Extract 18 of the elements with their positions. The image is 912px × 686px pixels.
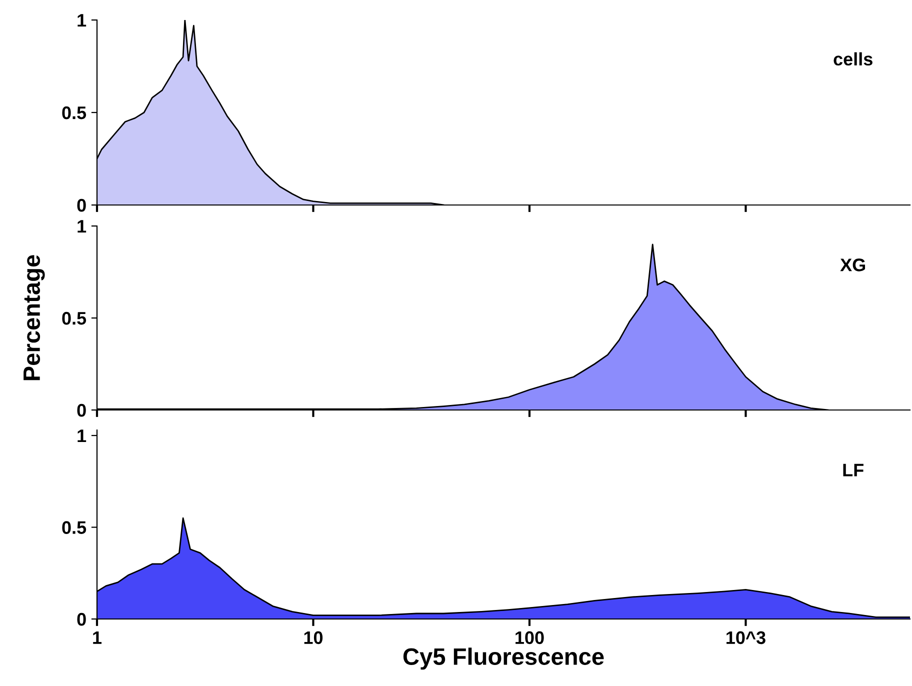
y-tick-label: 0 bbox=[77, 612, 86, 626]
y-tick-label: 1 bbox=[78, 430, 86, 442]
x-tick-label: 100 bbox=[516, 631, 544, 644]
y-tick-label: 0 bbox=[77, 404, 86, 417]
x-axis-title: Cy5 Fluorescence bbox=[403, 648, 604, 670]
text: XG bbox=[840, 258, 866, 272]
text: cells bbox=[834, 52, 872, 66]
y-tick-label: 1 bbox=[78, 220, 86, 233]
y-tick-label: 0 bbox=[77, 198, 86, 212]
y-tick-label: 1 bbox=[78, 14, 86, 27]
x-tick-label: 10 bbox=[304, 631, 323, 644]
x-tick-label: 1 bbox=[93, 631, 102, 644]
y-tick-label: 0.5 bbox=[62, 312, 86, 325]
text: LF bbox=[843, 464, 864, 476]
x-tick-label: 10^3 bbox=[726, 631, 766, 644]
y-tick-label: 0.5 bbox=[62, 106, 86, 120]
y-axis-title: Percentage bbox=[24, 255, 45, 380]
y-tick-label: 0.5 bbox=[62, 521, 86, 534]
